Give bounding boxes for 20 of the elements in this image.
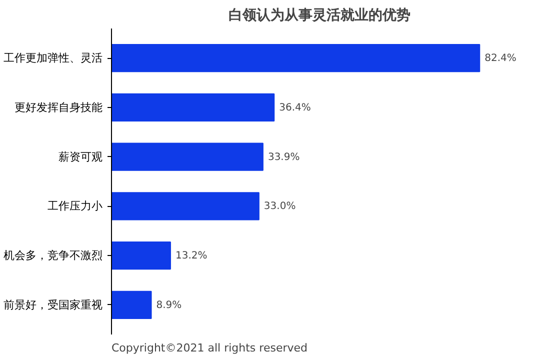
data-label: 33.9% [268, 152, 300, 163]
bar [112, 192, 260, 220]
bar [112, 290, 152, 319]
chart-title: 白领认为从事灵活就业的优势 [228, 8, 410, 24]
bar [112, 241, 171, 270]
data-label: 13.2% [175, 250, 208, 262]
y-tick-label: 薪资可观 [58, 150, 102, 164]
bar [112, 142, 264, 171]
y-tick-label: 机会多，竞争不激烈 [4, 249, 102, 262]
text: Copyright©2021 all rights reserved [112, 342, 308, 354]
bar [112, 44, 480, 72]
data-label: 36.4% [279, 102, 311, 114]
y-tick-label: 工作压力小 [48, 200, 102, 213]
y-tick-label: 前景好，受国家重视 [4, 298, 102, 312]
data-label: 33.0% [264, 201, 296, 212]
bar [112, 93, 275, 122]
y-tick-label: 更好发挥自身技能 [14, 100, 102, 114]
y-tick-label: 工作更加弹性、灵活 [4, 52, 102, 65]
data-label: 82.4% [484, 53, 516, 64]
data-label: 8.9% [156, 300, 182, 311]
